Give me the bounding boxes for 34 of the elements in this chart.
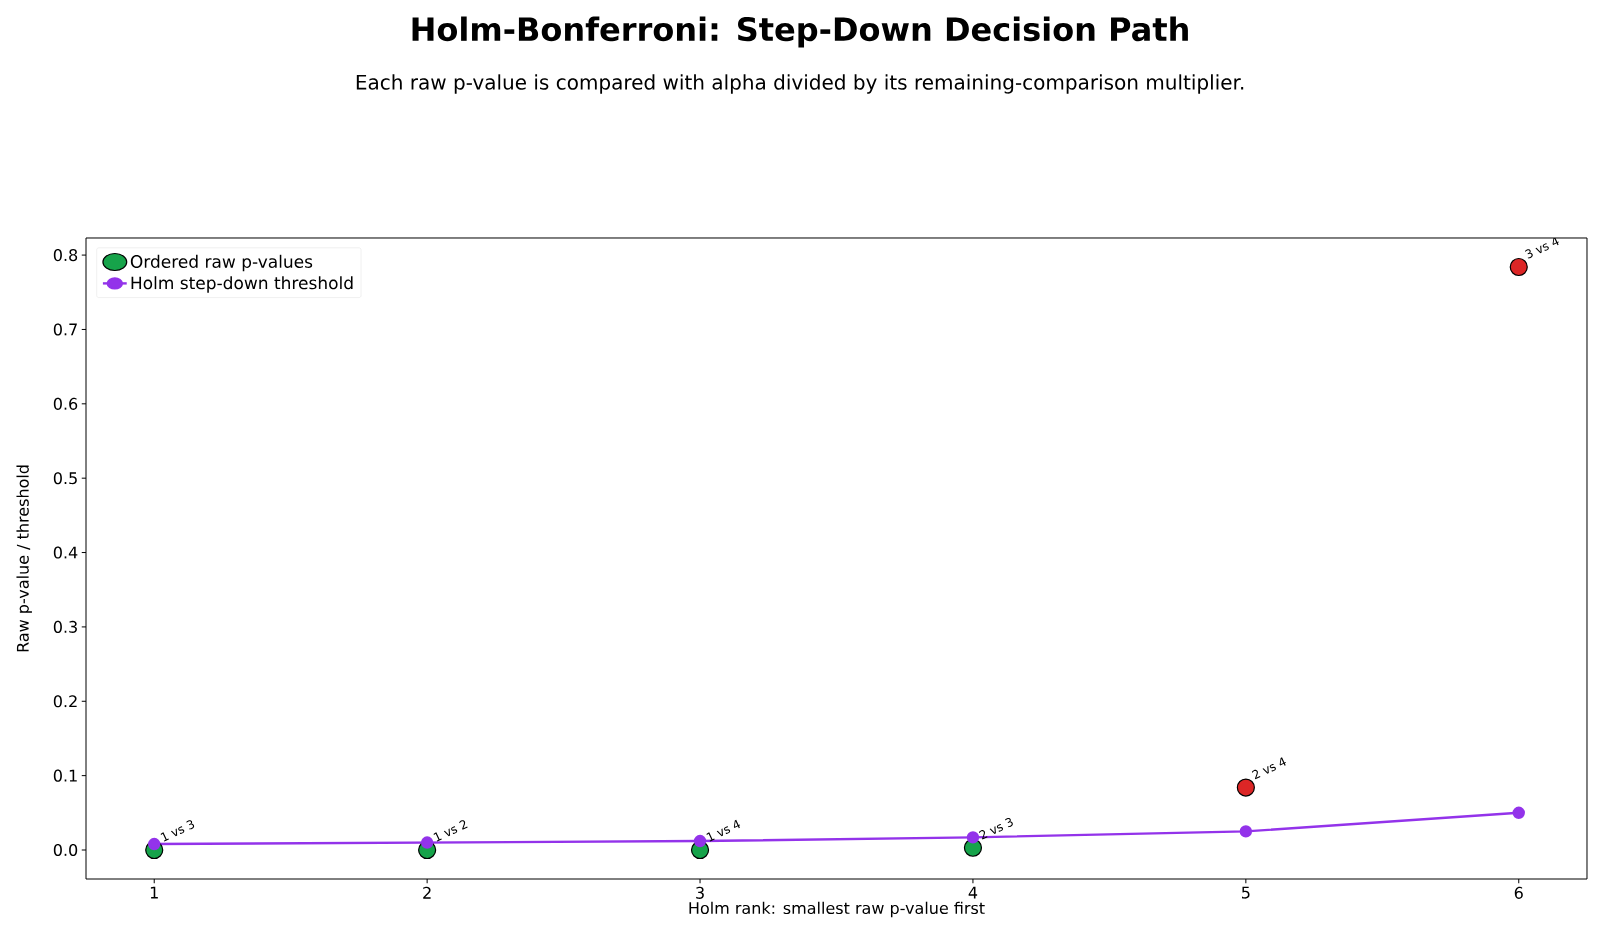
y-tick-label: 0.8 <box>53 249 78 262</box>
x-tick-label: 4 <box>968 886 978 899</box>
annotation: 1 vs 3 <box>160 820 195 842</box>
annotation: 1 vs 2 <box>433 820 468 842</box>
chart-title: Holm-Bonferroni: Step-Down Decision Path <box>412 16 1188 48</box>
x-tick-label: 6 <box>1514 886 1523 899</box>
y-tick-label: 0.0 <box>53 843 78 857</box>
y-axis-title: Raw p-value / threshold <box>16 465 32 652</box>
y-tick-label: 0.3 <box>53 620 77 633</box>
x-axis-title: Holm rank: smallest raw p-value first <box>689 901 985 918</box>
y-tick-label: 0.5 <box>53 472 77 485</box>
point <box>420 836 434 849</box>
x-tick-label: 3 <box>696 886 704 899</box>
point <box>1236 778 1255 797</box>
y-tick-label: 0.2 <box>53 695 77 708</box>
y-tick-label: 0.4 <box>53 546 78 559</box>
point <box>1239 825 1253 838</box>
annotation: 1 vs 4 <box>706 819 741 842</box>
annotation: 3 vs 4 <box>1524 236 1559 259</box>
y-tick-label: 0.6 <box>53 397 78 410</box>
x-tick-label: 5 <box>1241 886 1250 899</box>
point <box>693 834 707 848</box>
annotation: 2 vs 3 <box>979 817 1013 840</box>
chart-subtitle: Each raw p-value is compared with alpha divided by its remaining-comparison multiplier. <box>356 74 1244 94</box>
point <box>1512 806 1525 820</box>
point <box>1509 257 1528 277</box>
y-tick-label: 0.1 <box>53 769 77 782</box>
x-tick-label: 2 <box>423 886 431 899</box>
annotation: 2 vs 4 <box>1251 757 1286 780</box>
x-tick-label: 1 <box>150 886 158 899</box>
legend-label: Holm step-down threshold <box>131 276 353 293</box>
point <box>966 831 980 844</box>
y-tick-label: 0.7 <box>53 323 77 336</box>
legend-label: Ordered raw p-values <box>130 254 313 272</box>
